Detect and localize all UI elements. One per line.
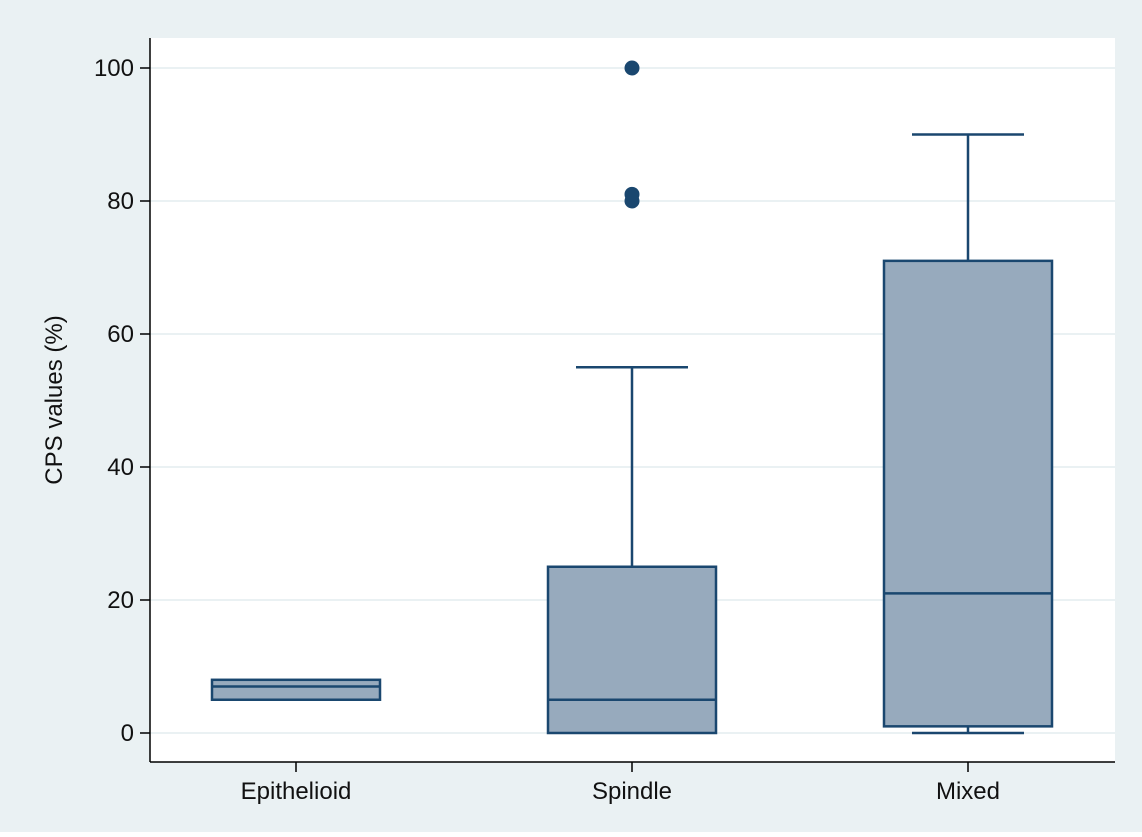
box-epithelioid <box>210 678 382 701</box>
outlier-point <box>624 60 640 76</box>
y-axis-ticks: 0 20 40 60 80 100 <box>94 55 150 747</box>
y-tick-label: 80 <box>107 188 134 215</box>
x-tick-label: Spindle <box>592 778 672 805</box>
box-series <box>210 60 1054 735</box>
x-tick-label: Mixed <box>936 778 1000 805</box>
x-axis-ticks: Epithelioid Spindle Mixed <box>241 762 1000 805</box>
y-tick-label: 0 <box>121 720 134 747</box>
box-iqr <box>546 565 718 735</box>
y-tick-label: 20 <box>107 587 134 614</box>
box-iqr <box>882 259 1054 728</box>
y-tick-label: 40 <box>107 454 134 481</box>
y-axis-label: CPS values (%) <box>41 315 68 484</box>
outlier-point <box>624 186 640 202</box>
box-spindle <box>546 60 718 735</box>
y-tick-label: 100 <box>94 55 134 82</box>
y-tick-label: 60 <box>107 321 134 348</box>
box-iqr <box>210 678 382 701</box>
x-tick-label: Epithelioid <box>241 778 352 805</box>
box-mixed <box>882 133 1054 735</box>
